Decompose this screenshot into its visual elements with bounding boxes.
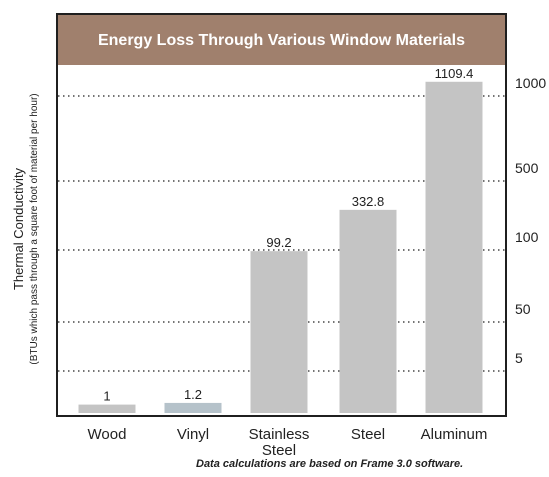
plot-frame xyxy=(56,13,507,417)
bar-stainless-steel xyxy=(250,251,308,413)
category-label-vinyl: Vinyl xyxy=(177,426,209,443)
category-label-steel: Steel xyxy=(351,426,385,443)
y-tick-label-1000: 1000 xyxy=(515,75,546,91)
y-tick-label-100: 100 xyxy=(515,229,539,245)
data-label-aluminum: 1109.4 xyxy=(435,66,474,81)
category-label-aluminum: Aluminum xyxy=(421,426,488,443)
bar-aluminum xyxy=(425,81,483,413)
bars xyxy=(78,81,483,413)
data-label-vinyl: 1.2 xyxy=(184,387,202,402)
bar-wood xyxy=(78,404,136,413)
chart-title: Energy Loss Through Various Window Mater… xyxy=(98,32,465,49)
y-tick-label-50: 50 xyxy=(515,301,531,317)
labels: 5 50 100 500 1000 1 Wood 1.2 Vinyl 99.2 Stainless S… xyxy=(88,66,547,459)
y-tick-label-5: 5 xyxy=(515,350,523,366)
data-label-wood: 1 xyxy=(103,389,110,404)
bar-steel xyxy=(339,209,397,413)
category-label-stainless-steel: Stainless Steel xyxy=(249,426,310,459)
y-axis-label: Thermal Conductivity xyxy=(11,167,26,290)
data-label-stainless-steel: 99.2 xyxy=(266,235,291,250)
y-axis-sublabel: (BTUs which pass through a square foot o… xyxy=(29,93,40,364)
y-tick-label-500: 500 xyxy=(515,160,539,176)
title-band xyxy=(58,15,505,65)
bar-vinyl xyxy=(164,402,222,413)
footnote: Data calculations are based on Frame 3.0… xyxy=(196,458,464,470)
data-label-steel: 332.8 xyxy=(352,194,385,209)
category-label-wood: Wood xyxy=(88,426,127,443)
